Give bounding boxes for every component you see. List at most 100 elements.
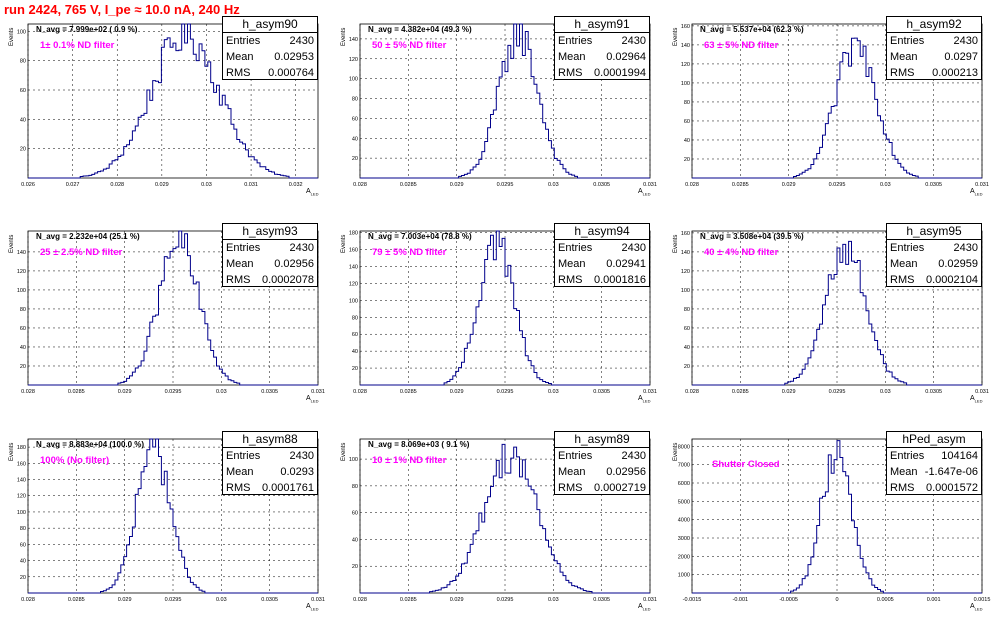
histogram-pad-h_asym89: 0.028 0.0285 0.029 0.0295 0.03 0.0305 0.031 20 4… [332,415,664,622]
y-tick-label: 4000 [678,518,690,524]
y-tick-label: 100 [17,288,26,294]
stats-mean-value: 0.0293 [280,466,314,478]
y-axis-label: Events [9,442,15,461]
x-tick-label: 0.028 [685,182,699,188]
y-tick-label: 100 [17,510,26,516]
x-tick-label: 0.001 [927,597,941,603]
filter-label: 100% (No filter) [40,455,110,466]
stats-rms-label: RMS [558,482,583,494]
stats-rms-value: 0.0001994 [594,67,646,79]
x-tick-label: 0.0285 [400,182,417,188]
y-tick-label: 80 [352,97,358,103]
y-tick-label: 120 [349,57,358,63]
stats-box: hPed_asym Entries 104164 Mean -1.647e-06 RMS 0… [886,431,982,495]
x-axis-label: ALED [638,395,650,403]
page-title: run 2424, 765 V, I_pe ≈ 10.0 nA, 240 Hz [4,2,240,17]
histogram-pad-h_asym88: 0.028 0.0285 0.029 0.0295 0.03 0.0305 0.031 20 4… [0,415,332,622]
y-tick-label: 60 [684,119,690,125]
x-tick-label: 0.029 [155,182,169,188]
x-axis-symbol: A [970,603,975,610]
x-tick-label: 0.0285 [400,389,417,395]
stats-entries-label: Entries [890,35,925,47]
stats-mean-label: Mean [226,466,254,478]
x-axis-symbol: A [638,188,643,195]
x-axis-symbol: A [638,603,643,610]
stats-mean-value: 0.02956 [274,258,314,270]
x-tick-label: 0.0305 [261,597,278,603]
y-tick-label: 180 [17,445,26,451]
stats-entries-label: Entries [558,242,593,254]
y-tick-label: 80 [352,484,358,490]
x-tick-label: 0.0295 [497,389,514,395]
stats-entries-label: Entries [890,242,925,254]
stats-entries-value: 2430 [621,35,646,47]
x-tick-label: 0.028 [353,597,367,603]
x-tick-label: 0.0305 [593,182,610,188]
x-tick-label: 0.0005 [877,597,894,603]
stats-box: h_asym94 Entries 2430 Mean 0.02941 RMS 0.00018… [554,223,650,287]
stats-mean-value: 0.0297 [944,51,978,63]
filter-label: 25 ± 2.5% ND filter [40,247,123,258]
x-tick-label: 0.03 [216,597,227,603]
x-tick-label: -0.0015 [683,597,702,603]
y-tick-label: 140 [17,250,26,256]
stats-rms-row: RMS 0.000764 [223,65,317,81]
x-tick-label: 0.0295 [497,597,514,603]
x-tick-label: 0.031 [975,182,989,188]
x-tick-label: 0.028 [110,182,124,188]
stats-entries-row: Entries 2430 [887,33,981,49]
y-tick-label: 60 [20,88,26,94]
stats-mean-value: 0.02959 [938,258,978,270]
navg-label: N_avg = 2.232e+04 (25.1 %) [36,232,140,241]
y-tick-label: 140 [681,43,690,49]
x-tick-label: 0.029 [118,389,132,395]
navg-label: N_avg = 8.883e+04 (100.0 %) [36,440,145,449]
x-axis-subscript: LED [974,606,983,612]
stats-entries-value: 104164 [941,450,978,462]
histogram-line [28,438,318,594]
y-tick-label: 140 [681,250,690,256]
stats-entries-label: Entries [558,450,593,462]
x-axis-subscript: LED [974,191,983,197]
histogram-pad-h_asym94: 0.028 0.0285 0.029 0.0295 0.03 0.0305 0.031 20 4… [332,207,664,414]
stats-entries-row: Entries 2430 [223,448,317,464]
histogram-name: h_asym93 [223,224,317,240]
stats-mean-label: Mean [226,258,254,270]
stats-mean-value: 0.02953 [274,51,314,63]
stats-entries-value: 2430 [953,242,978,254]
y-tick-label: 20 [352,366,358,372]
stats-rms-row: RMS 0.0002719 [555,480,649,496]
stats-rms-value: 0.0001816 [594,274,646,286]
y-tick-label: 40 [352,349,358,355]
stats-mean-value: 0.02956 [606,466,646,478]
navg-label: N_avg = 8.069e+03 ( 9.1 %) [368,440,470,449]
x-tick-label: 0.031 [975,389,989,395]
x-axis-subscript: LED [642,191,651,197]
x-axis-subscript: LED [310,191,319,197]
stats-rms-value: 0.000764 [268,67,314,79]
stats-entries-row: Entries 2430 [887,240,981,256]
stats-rms-row: RMS 0.0001994 [555,65,649,81]
x-tick-label: 0.031 [643,182,657,188]
stats-rms-label: RMS [558,274,583,286]
y-tick-label: 80 [684,100,690,106]
y-axis-label: Events [9,27,15,46]
histogram-line [360,230,650,386]
stats-rms-row: RMS 0.0002104 [887,272,981,288]
x-tick-label: 0.029 [782,389,796,395]
stats-entries-value: 2430 [621,242,646,254]
x-tick-label: 0.028 [21,389,35,395]
y-axis-label: Events [673,234,679,253]
histogram-name: h_asym92 [887,17,981,33]
y-tick-label: 100 [681,81,690,87]
filter-label: 10 ± 1% ND filter [372,455,447,466]
stats-entries-value: 2430 [289,242,314,254]
x-tick-label: 0.029 [450,182,464,188]
filter-label: 50 ± 5% ND filter [372,40,447,51]
y-tick-label: 60 [352,332,358,338]
stats-rms-row: RMS 0.0001761 [223,480,317,496]
y-tick-label: 160 [17,461,26,467]
navg-label: N_avg = 7.003e+04 (78.8 %) [368,232,472,241]
stats-rms-value: 0.000213 [932,67,978,79]
histogram-line [692,440,982,594]
